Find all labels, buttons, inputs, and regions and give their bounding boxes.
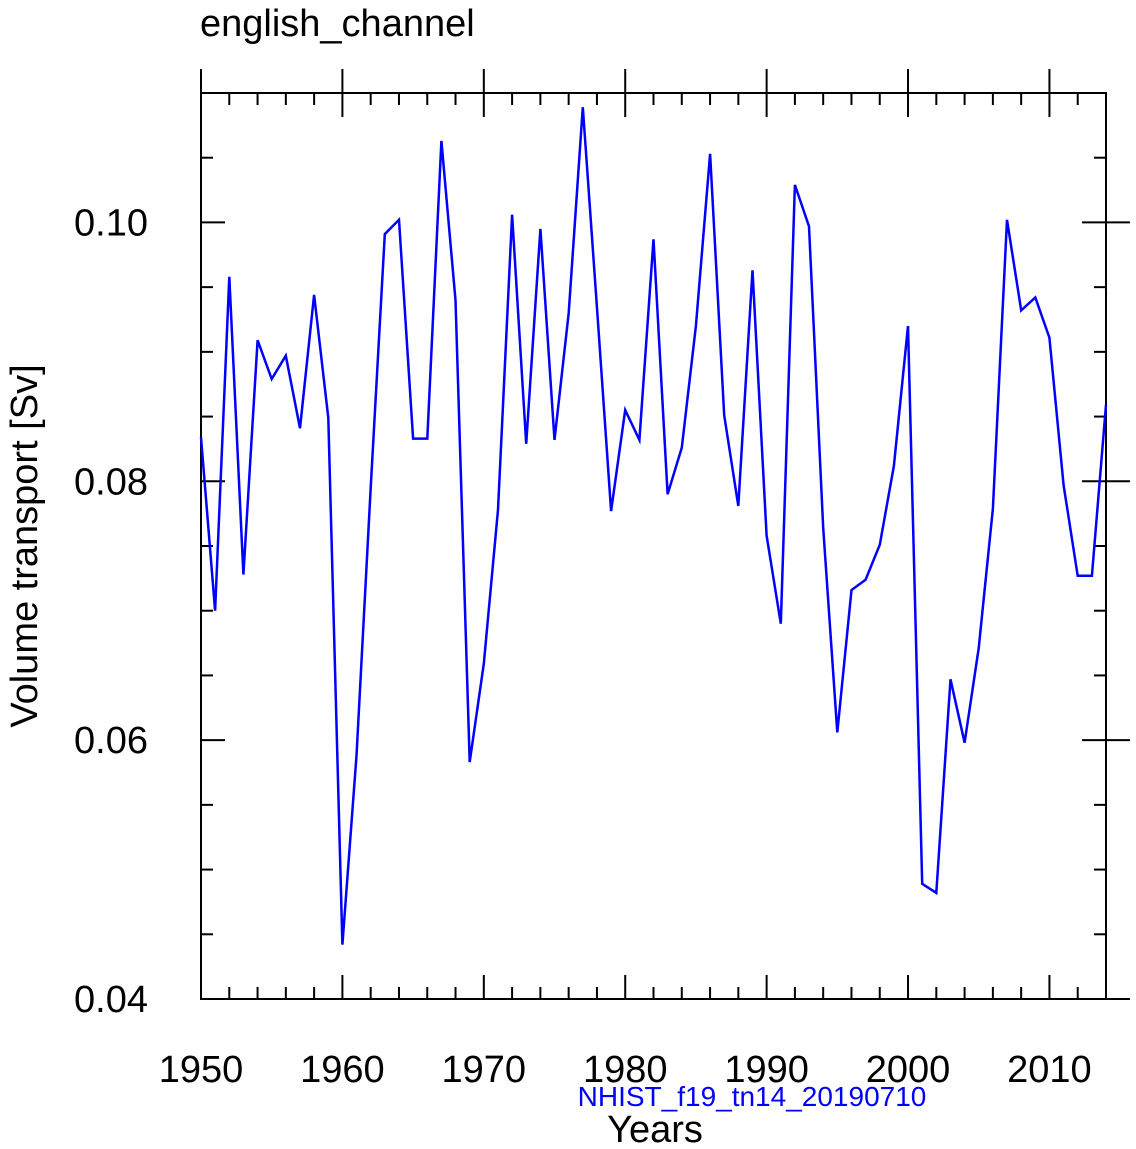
series-annotation: NHIST_f19_tn14_20190710 — [578, 1081, 927, 1112]
y-tick-label: 0.10 — [74, 202, 148, 244]
plot-frame — [200, 92, 1107, 1000]
series-line — [199, 107, 1108, 945]
x-tick-label: 1950 — [159, 1049, 244, 1091]
data-points — [200, 107, 1107, 945]
x-tick-label: 1980 — [583, 1049, 668, 1091]
x-tick-label: 2000 — [866, 1049, 951, 1091]
y-tick-label: 0.04 — [74, 979, 148, 1021]
x-tick-label: 1990 — [724, 1049, 809, 1091]
x-tick-label: 1970 — [442, 1049, 527, 1091]
x-tick-labels: 1950 1960 1970 1980 1990 2000 2010 — [159, 1049, 1092, 1091]
x-axis-label: Years — [607, 1109, 703, 1149]
x-tick-label: 2010 — [1007, 1049, 1092, 1091]
x-tick-label: 1960 — [300, 1049, 385, 1091]
y-axis-label: Volume transport [Sv] — [4, 364, 46, 727]
y-tick-label: 0.08 — [74, 461, 148, 503]
y-tick-labels: 0.04 0.06 0.08 0.10 — [74, 202, 148, 1021]
y-tick-label: 0.06 — [74, 720, 148, 762]
chart-title: english_channel — [200, 3, 475, 45]
